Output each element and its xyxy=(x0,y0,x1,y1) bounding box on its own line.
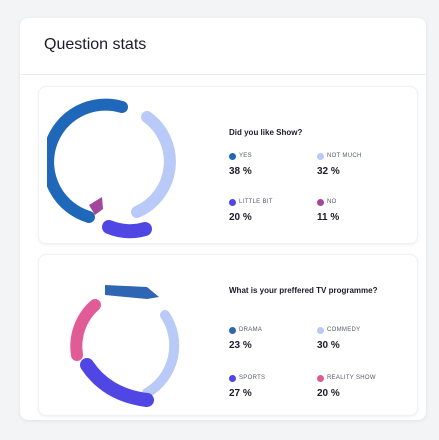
option-label: YES xyxy=(239,153,252,159)
option-value: 30 % xyxy=(317,340,340,351)
option-label: SPORTS xyxy=(239,375,266,381)
donut-segment-drama xyxy=(105,285,159,299)
option-yes: YES 38 % xyxy=(229,151,319,177)
donut-chart-1 xyxy=(47,98,176,239)
option-commedy: COMMEDY 30 % xyxy=(317,325,407,351)
option-reality-show: REALITY SHOW 20 % xyxy=(317,373,407,399)
question-stats-card: Question stats Did you like Show? YES 38… xyxy=(20,18,426,420)
divider xyxy=(20,74,426,75)
legend-dot xyxy=(317,198,324,206)
option-value: 38 % xyxy=(229,166,252,177)
donut-segment-commedy xyxy=(142,310,180,398)
option-value: 11 % xyxy=(317,212,340,223)
question-text: What is your preffered TV programme? xyxy=(229,286,378,295)
option-value: 20 % xyxy=(229,212,252,223)
option-no: NO 11 % xyxy=(317,197,407,223)
legend-dot xyxy=(317,326,324,334)
donut-chart-2 xyxy=(70,285,180,407)
legend-dot xyxy=(317,152,324,160)
legend-dot xyxy=(229,152,236,160)
donut-segment-little-bit xyxy=(102,220,152,239)
option-label: LITTLE BIT xyxy=(239,199,273,205)
question-panel-1: Did you like Show? YES 38 % NOT MUCH 32 … xyxy=(38,86,418,244)
option-little-bit: LITTLE BIT 20 % xyxy=(229,197,319,223)
option-sports: SPORTS 27 % xyxy=(229,373,319,399)
option-value: 23 % xyxy=(229,340,252,351)
option-label: REALITY SHOW xyxy=(327,375,376,381)
question-text: Did you like Show? xyxy=(229,128,303,137)
option-label: DRAMA xyxy=(239,327,263,333)
option-value: 20 % xyxy=(317,388,340,399)
card-title: Question stats xyxy=(44,36,147,53)
donut-segment-not-much xyxy=(131,111,176,218)
legend-dot xyxy=(229,326,236,334)
question-panel-2: What is your preffered TV programme? DRA… xyxy=(38,254,418,416)
option-label: COMMEDY xyxy=(327,327,361,333)
donut-segment-yes xyxy=(47,98,128,223)
option-not-much: NOT MUCH 32 % xyxy=(317,151,407,177)
legend-dot xyxy=(317,374,324,382)
legend-dot xyxy=(229,374,236,382)
option-label: NOT MUCH xyxy=(327,153,362,159)
legend-dot xyxy=(229,198,236,206)
option-drama: DRAMA 23 % xyxy=(229,325,319,351)
donut-segment-sports xyxy=(80,358,154,407)
donut-segment-reality-show xyxy=(70,299,101,361)
option-label: NO xyxy=(327,199,337,205)
option-value: 27 % xyxy=(229,388,252,399)
option-value: 32 % xyxy=(317,166,340,177)
donut-segment-no xyxy=(89,197,103,215)
